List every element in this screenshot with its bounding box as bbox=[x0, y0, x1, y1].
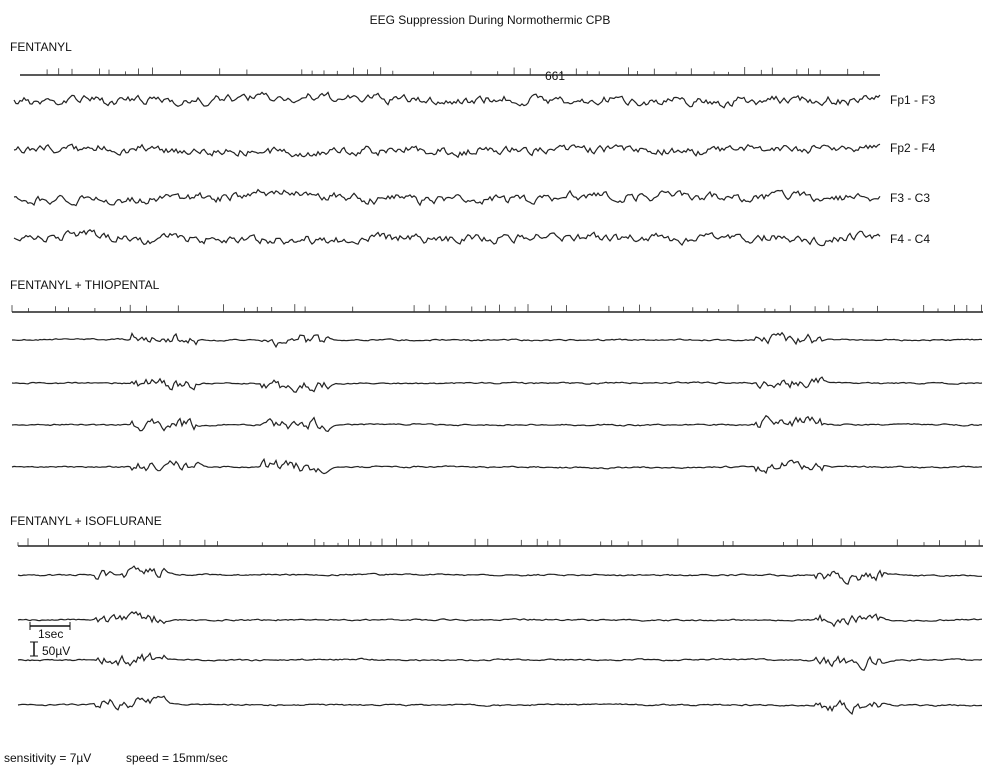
eeg-trace bbox=[17, 610, 983, 628]
footer-speed: speed = 15mm/sec bbox=[126, 751, 228, 765]
eeg-trace bbox=[13, 143, 881, 159]
eeg-trace bbox=[17, 651, 983, 672]
eeg-trace bbox=[11, 376, 983, 393]
time-scale-label: 1sec bbox=[38, 627, 63, 641]
eeg-trace bbox=[13, 188, 881, 207]
channel-label: F3 - C3 bbox=[890, 191, 930, 205]
timing-ticks bbox=[17, 538, 980, 546]
eeg-trace bbox=[12, 331, 983, 349]
eeg-trace bbox=[17, 695, 982, 715]
eeg-trace bbox=[17, 565, 982, 585]
eeg-trace bbox=[11, 414, 983, 433]
eeg-trace bbox=[11, 457, 983, 475]
channel-label: Fp1 - F3 bbox=[890, 93, 936, 107]
eeg-trace bbox=[13, 91, 881, 109]
timing-ticks bbox=[11, 304, 982, 312]
section-label: FENTANYL bbox=[10, 40, 72, 54]
section-label: FENTANYL + ISOFLURANE bbox=[10, 514, 162, 528]
footer-sensitivity: sensitivity = 7µV bbox=[4, 751, 91, 765]
channel-label: F4 - C4 bbox=[890, 232, 930, 246]
title: EEG Suppression During Normothermic CPB bbox=[370, 13, 611, 27]
eeg-trace bbox=[13, 229, 881, 247]
amplitude-scale-label: 50µV bbox=[42, 644, 70, 658]
channel-label: Fp2 - F4 bbox=[890, 141, 936, 155]
timing-ticks bbox=[46, 67, 865, 75]
section-label: FENTANYL + THIOPENTAL bbox=[10, 278, 160, 292]
scale-bar: 1sec 50µV bbox=[29, 622, 71, 658]
marker-label: 661 bbox=[545, 69, 565, 83]
